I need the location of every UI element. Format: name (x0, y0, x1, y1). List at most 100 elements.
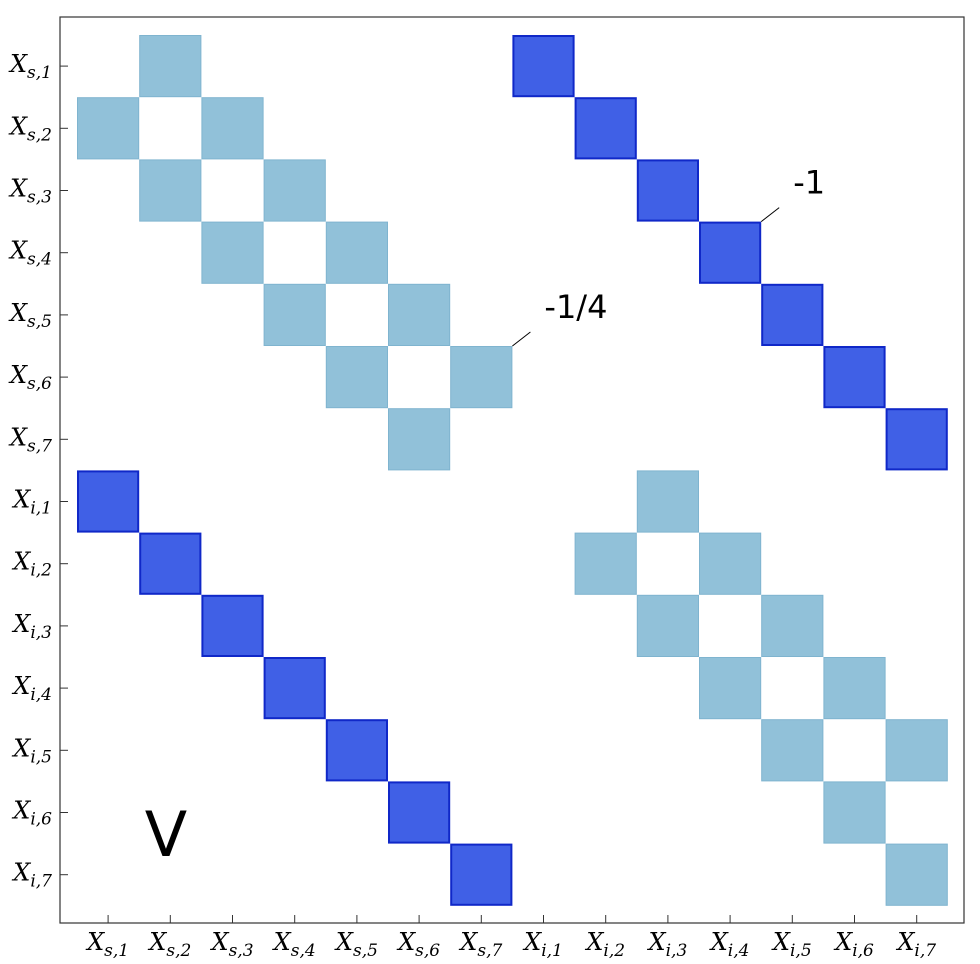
x-tick-label: Xi,5 (771, 928, 812, 961)
matrix-cell (636, 159, 699, 222)
y-tick-subscript: i,4 (30, 685, 52, 705)
y-tick-label: Xs,7 (8, 423, 52, 456)
y-tick-label: Xs,6 (8, 361, 52, 394)
y-tick-subscript: s,7 (27, 436, 52, 456)
matrix-cell (325, 719, 388, 782)
y-tick-label: Xi,2 (11, 548, 52, 581)
x-tick-base: X (458, 928, 478, 956)
x-tick-subscript: i,6 (852, 941, 874, 961)
x-tick-label: Xs,7 (458, 928, 502, 961)
y-tick-subscript: s,4 (27, 250, 52, 270)
matrix-cell (263, 159, 326, 222)
x-tick-label: Xi,4 (709, 928, 750, 961)
y-tick-base: X (11, 672, 31, 700)
x-tick-label: Xs,5 (334, 928, 378, 961)
y-tick-label: Xi,7 (11, 859, 52, 892)
panel-label: V (145, 798, 187, 871)
y-tick-base: X (11, 548, 31, 576)
annotation-label: -1/4 (544, 288, 607, 326)
x-tick-base: X (771, 928, 791, 956)
matrix-cell (885, 719, 948, 782)
matrix-cell (699, 221, 762, 284)
y-tick-label: Xs,1 (8, 50, 52, 83)
y-tick-label: Xi,5 (11, 734, 52, 767)
y-tick-label: Xs,3 (8, 175, 52, 208)
matrix-cell (574, 532, 637, 595)
annotation-layer: -1/4 -1 (512, 164, 825, 347)
matrix-cell (263, 283, 326, 346)
y-tick-subscript: i,3 (30, 623, 52, 643)
x-tick-subscript: s,3 (229, 941, 254, 961)
y-tick-base: X (8, 50, 28, 78)
x-tick-subscript: i,4 (728, 941, 750, 961)
annotation-leader (760, 207, 780, 222)
x-tick-label: Xi,1 (522, 928, 563, 961)
x-tick-base: X (209, 928, 229, 956)
y-tick-label: Xs,5 (8, 299, 52, 332)
x-tick-base: X (85, 928, 105, 956)
matrix-cell (699, 657, 762, 720)
y-tick-base: X (8, 423, 28, 451)
x-tick-subscript: s,1 (104, 941, 129, 961)
y-tick-subscript: i,7 (30, 872, 52, 892)
x-tick-base: X (895, 928, 915, 956)
x-tick-subscript: s,6 (415, 941, 440, 961)
matrix-cell (450, 843, 513, 906)
matrix-cell (636, 470, 699, 533)
x-tick-subscript: s,7 (477, 941, 502, 961)
matrix-cell (699, 532, 762, 595)
matrix-cell (139, 35, 202, 98)
y-tick-base: X (8, 361, 28, 389)
x-tick-base: X (709, 928, 729, 956)
x-tick-label: Xi,6 (833, 928, 874, 961)
x-tick-label: Xs,4 (272, 928, 316, 961)
matrix-cell (574, 97, 637, 160)
y-tick-label: Xi,1 (11, 486, 52, 519)
matrix-cell (761, 594, 824, 657)
matrix-cell (761, 283, 824, 346)
matrix-cell (139, 159, 202, 222)
x-tick-subscript: s,4 (291, 941, 316, 961)
x-tick-base: X (272, 928, 292, 956)
labels-layer: Xs,1Xs,2Xs,3Xs,4Xs,5Xs,6Xs,7Xi,1Xi,2Xi,3… (8, 50, 936, 961)
y-tick-label: Xs,2 (8, 112, 52, 145)
y-tick-label: Xs,4 (8, 237, 52, 270)
x-tick-label: Xi,7 (895, 928, 936, 961)
ticks-layer (60, 65, 918, 923)
matrix-cell (761, 719, 824, 782)
matrix-cell (139, 532, 202, 595)
x-tick-base: X (396, 928, 416, 956)
x-tick-subscript: i,2 (603, 941, 625, 961)
x-tick-base: X (584, 928, 604, 956)
x-tick-base: X (522, 928, 542, 956)
matrix-cell (823, 346, 886, 409)
annotation-leader (512, 331, 531, 347)
x-tick-subscript: s,5 (353, 941, 378, 961)
y-tick-base: X (8, 299, 28, 327)
y-tick-subscript: s,5 (27, 312, 52, 332)
x-tick-subscript: s,2 (166, 941, 191, 961)
matrix-cell (885, 408, 948, 471)
matrix-cell (512, 35, 575, 98)
y-tick-subscript: s,6 (27, 374, 52, 394)
y-tick-subscript: i,5 (30, 747, 52, 767)
y-tick-base: X (8, 175, 28, 203)
x-tick-base: X (833, 928, 853, 956)
matrix-cell (885, 843, 948, 906)
matrix-cell (77, 470, 140, 533)
y-tick-subscript: s,3 (27, 188, 52, 208)
y-tick-subscript: i,6 (30, 810, 52, 830)
x-tick-label: Xs,1 (85, 928, 129, 961)
x-tick-base: X (147, 928, 167, 956)
matrix-cell (325, 221, 388, 284)
y-tick-base: X (11, 486, 31, 514)
x-tick-subscript: i,7 (914, 941, 936, 961)
matrix-cell (388, 283, 451, 346)
x-tick-label: Xi,2 (584, 928, 625, 961)
matrix-cell (77, 97, 140, 160)
x-tick-label: Xs,2 (147, 928, 191, 961)
y-tick-base: X (11, 610, 31, 638)
y-tick-base: X (11, 734, 31, 762)
x-tick-label: Xs,3 (209, 928, 253, 961)
y-tick-base: X (11, 797, 31, 825)
